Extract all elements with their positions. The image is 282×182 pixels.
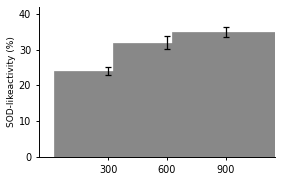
Bar [172,32,280,157]
Y-axis label: SOD-likeactivity (%): SOD-likeactivity (%) [7,36,16,127]
Bar [113,43,221,157]
Bar [54,71,162,157]
